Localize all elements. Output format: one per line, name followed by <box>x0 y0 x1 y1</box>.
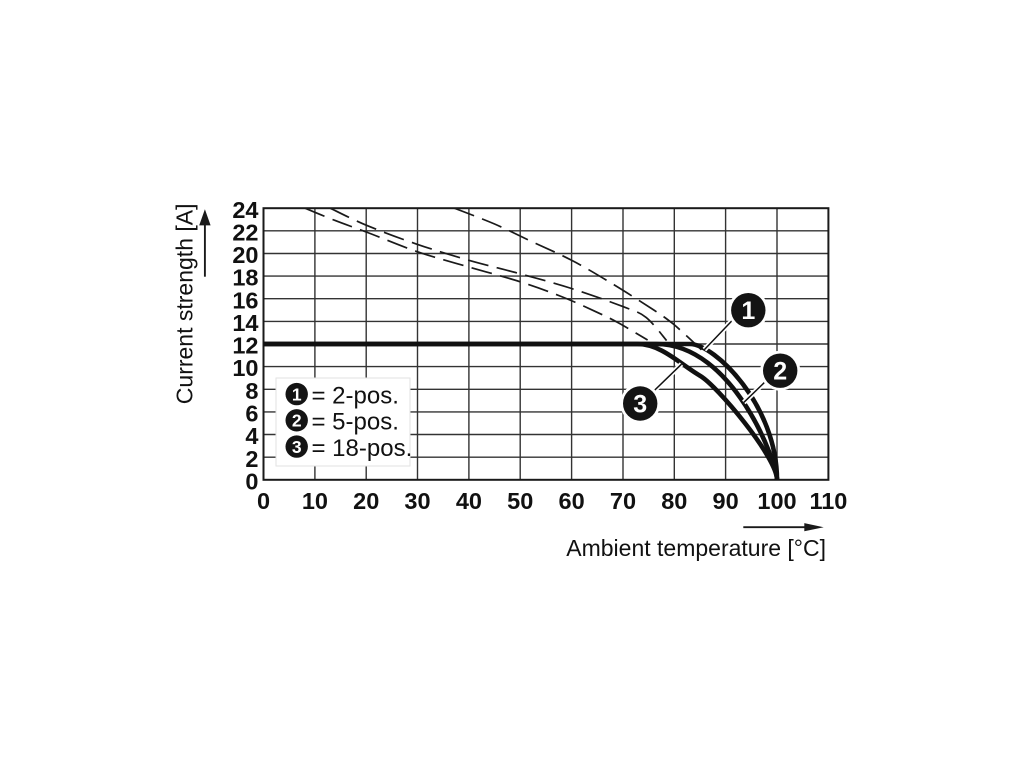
svg-text:0: 0 <box>257 488 270 514</box>
svg-text:= 5-pos.: = 5-pos. <box>312 409 399 436</box>
svg-text:2: 2 <box>245 446 258 472</box>
svg-text:30: 30 <box>404 488 430 514</box>
svg-text:= 18-pos.: = 18-pos. <box>312 435 413 462</box>
svg-text:0: 0 <box>245 468 258 494</box>
svg-text:Ambient temperature [°C]: Ambient temperature [°C] <box>566 535 826 561</box>
svg-text:= 2-pos.: = 2-pos. <box>312 382 399 409</box>
svg-text:6: 6 <box>245 401 258 427</box>
svg-text:10: 10 <box>302 488 328 514</box>
svg-text:2: 2 <box>773 358 787 386</box>
svg-text:40: 40 <box>456 488 482 514</box>
svg-text:Current strength [A]: Current strength [A] <box>172 203 198 404</box>
svg-text:14: 14 <box>232 310 258 336</box>
svg-text:16: 16 <box>232 287 258 313</box>
svg-text:18: 18 <box>232 265 258 291</box>
svg-text:22: 22 <box>232 219 258 245</box>
svg-text:70: 70 <box>610 488 636 514</box>
svg-text:60: 60 <box>559 488 585 514</box>
svg-text:12: 12 <box>232 333 258 359</box>
svg-text:90: 90 <box>713 488 739 514</box>
svg-text:1: 1 <box>741 297 755 325</box>
svg-text:80: 80 <box>661 488 687 514</box>
svg-text:10: 10 <box>232 355 258 381</box>
svg-text:1: 1 <box>292 384 302 404</box>
svg-text:2: 2 <box>292 411 302 431</box>
svg-text:100: 100 <box>757 488 796 514</box>
svg-text:8: 8 <box>245 378 258 404</box>
svg-text:4: 4 <box>245 423 258 449</box>
svg-text:3: 3 <box>292 437 302 457</box>
svg-text:24: 24 <box>232 197 258 223</box>
svg-text:20: 20 <box>353 488 379 514</box>
svg-text:50: 50 <box>507 488 533 514</box>
svg-text:3: 3 <box>633 390 647 418</box>
svg-text:20: 20 <box>232 242 258 268</box>
svg-text:110: 110 <box>809 488 847 514</box>
